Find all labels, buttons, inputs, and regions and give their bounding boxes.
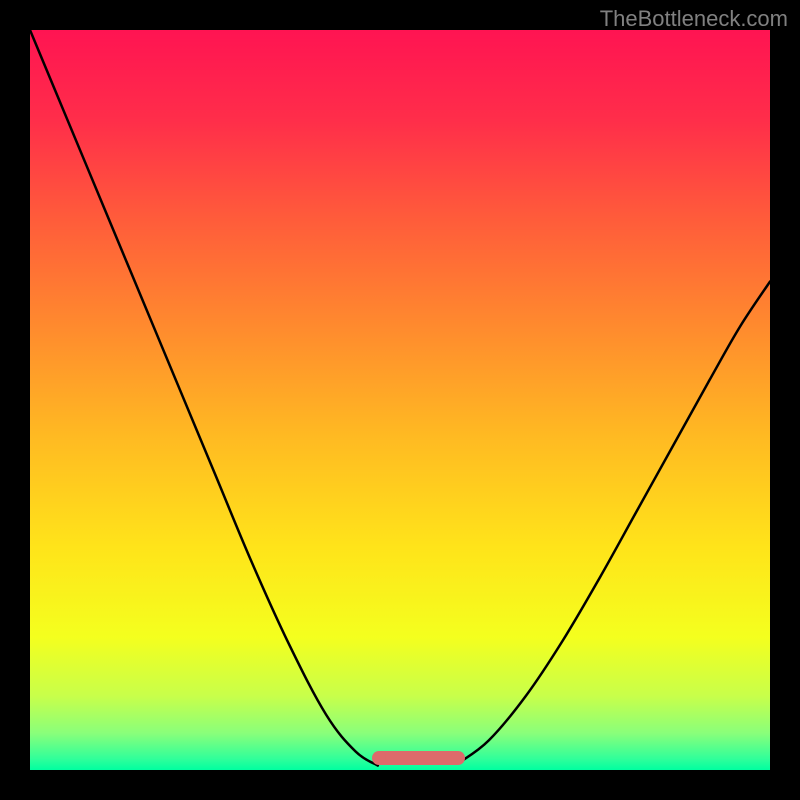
curve-left-branch: [30, 30, 378, 766]
watermark-text: TheBottleneck.com: [600, 6, 788, 32]
bottleneck-curve: [30, 30, 770, 770]
marker-end-dot: [451, 751, 465, 765]
marker-start-dot: [372, 751, 386, 765]
curve-right-branch: [459, 282, 770, 763]
optimal-range-marker: [374, 751, 463, 765]
plot-area: [30, 30, 770, 770]
